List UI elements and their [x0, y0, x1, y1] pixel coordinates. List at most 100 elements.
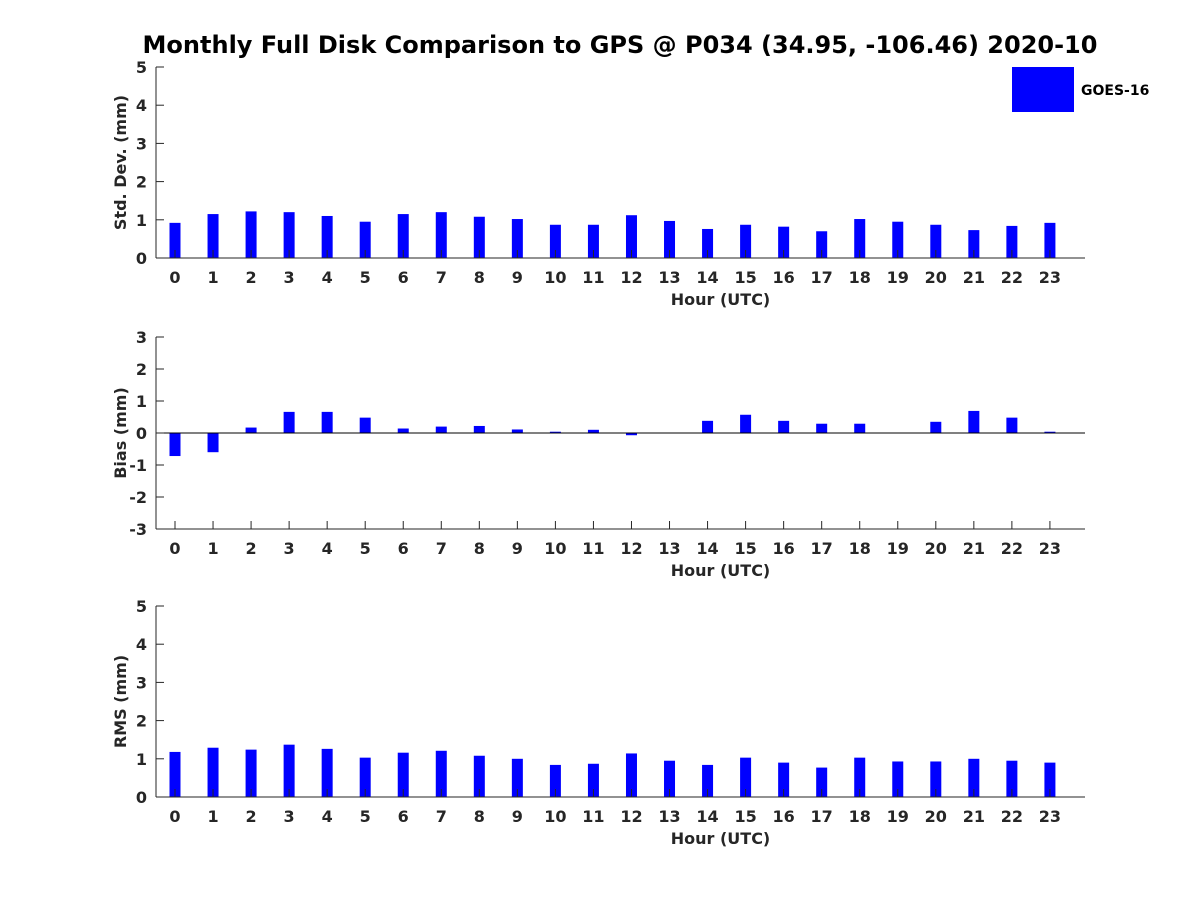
- x-tick-label: 11: [582, 539, 604, 558]
- bar-21: [968, 230, 980, 258]
- bar-4: [321, 215, 333, 258]
- bar-1: [207, 214, 219, 258]
- y-axis-label: Bias (mm): [111, 387, 130, 479]
- bar-3: [283, 212, 295, 258]
- bar-8: [473, 755, 485, 797]
- bar-15: [740, 757, 752, 797]
- x-tick-label: 3: [284, 268, 295, 287]
- x-tick-label: 19: [887, 539, 909, 558]
- x-tick-label: 5: [360, 268, 371, 287]
- bar-9: [511, 219, 523, 258]
- y-tick-label: 3: [136, 328, 147, 347]
- x-axis-label: Hour (UTC): [671, 829, 771, 848]
- x-tick-label: 2: [246, 807, 257, 826]
- x-tick-label: 22: [1001, 807, 1023, 826]
- x-tick-label: 0: [169, 807, 180, 826]
- chart-title: Monthly Full Disk Comparison to GPS @ P0…: [143, 31, 1098, 59]
- bar-14: [702, 420, 714, 433]
- x-tick-label: 21: [963, 268, 985, 287]
- x-tick-label: 13: [658, 807, 680, 826]
- bar-16: [778, 762, 790, 797]
- y-tick-label: 1: [136, 392, 147, 411]
- bar-11: [587, 224, 599, 258]
- y-tick-label: 5: [136, 597, 147, 616]
- bar-14: [702, 228, 714, 258]
- legend-swatch: [1012, 67, 1074, 112]
- x-tick-label: 1: [207, 539, 218, 558]
- x-tick-label: 20: [925, 807, 947, 826]
- y-tick-label: 1: [136, 750, 147, 769]
- y-tick-label: -1: [129, 456, 147, 475]
- bar-19: [892, 761, 904, 797]
- bar-20: [930, 421, 942, 433]
- x-tick-label: 14: [696, 807, 718, 826]
- x-tick-label: 22: [1001, 539, 1023, 558]
- bar-22: [1006, 225, 1018, 258]
- bar-3: [283, 744, 295, 797]
- y-tick-label: 1: [136, 211, 147, 230]
- x-tick-label: 4: [322, 539, 333, 558]
- y-tick-label: 0: [136, 424, 147, 443]
- x-tick-label: 7: [436, 268, 447, 287]
- bar-21: [968, 758, 980, 797]
- bar-22: [1006, 760, 1018, 797]
- x-tick-label: 5: [360, 539, 371, 558]
- x-tick-label: 8: [474, 807, 485, 826]
- y-axis-label: RMS (mm): [111, 655, 130, 748]
- x-tick-label: 16: [773, 539, 795, 558]
- bar-16: [778, 226, 790, 258]
- bar-0: [169, 433, 181, 457]
- bar-11: [587, 429, 599, 433]
- x-tick-label: 6: [398, 807, 409, 826]
- bar-17: [816, 423, 828, 433]
- y-axis-label: Std. Dev. (mm): [111, 95, 130, 230]
- x-tick-label: 0: [169, 539, 180, 558]
- x-tick-label: 9: [512, 807, 523, 826]
- bar-15: [740, 224, 752, 258]
- bar-12: [625, 753, 637, 797]
- bar-23: [1044, 222, 1056, 258]
- y-tick-label: -2: [129, 488, 147, 507]
- x-tick-label: 16: [773, 807, 795, 826]
- x-tick-label: 3: [284, 807, 295, 826]
- bar-6: [397, 752, 409, 797]
- x-tick-label: 22: [1001, 268, 1023, 287]
- bar-13: [664, 220, 676, 258]
- bar-0: [169, 222, 181, 258]
- x-tick-label: 18: [849, 539, 871, 558]
- bar-9: [511, 429, 523, 433]
- bar-15: [740, 414, 752, 433]
- x-tick-label: 21: [963, 807, 985, 826]
- y-tick-label: 4: [136, 96, 147, 115]
- bar-0: [169, 751, 181, 797]
- bar-18: [854, 219, 866, 258]
- bar-23: [1044, 762, 1056, 797]
- x-tick-label: 2: [246, 268, 257, 287]
- x-tick-label: 7: [436, 539, 447, 558]
- x-tick-label: 15: [734, 268, 756, 287]
- bar-23: [1044, 431, 1056, 433]
- x-tick-label: 17: [811, 539, 833, 558]
- x-tick-label: 5: [360, 807, 371, 826]
- x-tick-label: 1: [207, 268, 218, 287]
- bar-18: [854, 423, 866, 433]
- bar-17: [816, 231, 828, 258]
- x-tick-label: 10: [544, 807, 566, 826]
- bar-16: [778, 420, 790, 433]
- bar-19: [892, 221, 904, 258]
- x-tick-label: 0: [169, 268, 180, 287]
- x-tick-label: 18: [849, 268, 871, 287]
- x-axis-label: Hour (UTC): [671, 561, 771, 580]
- x-tick-label: 4: [322, 268, 333, 287]
- y-tick-label: 2: [136, 173, 147, 192]
- bar-17: [816, 767, 828, 797]
- bar-13: [664, 760, 676, 797]
- x-tick-label: 14: [696, 539, 718, 558]
- bar-1: [207, 433, 219, 453]
- x-tick-label: 16: [773, 268, 795, 287]
- x-tick-label: 10: [544, 539, 566, 558]
- x-tick-label: 19: [887, 268, 909, 287]
